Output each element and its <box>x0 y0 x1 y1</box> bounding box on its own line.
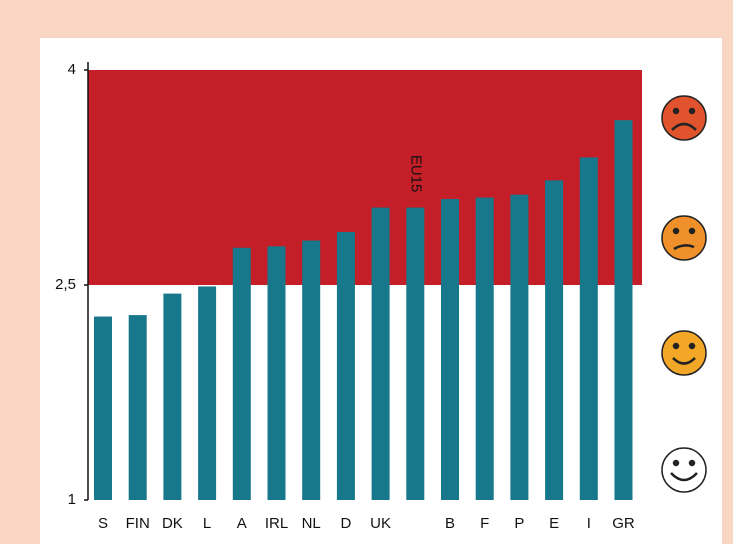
bar <box>441 199 459 500</box>
bar <box>510 194 529 500</box>
x-tick-label: L <box>203 515 211 532</box>
x-tick-label: F <box>480 515 489 532</box>
x-tick-label: B <box>445 515 455 532</box>
bar <box>232 247 251 500</box>
bar <box>94 316 112 500</box>
bar <box>475 197 494 501</box>
x-tick-label: E <box>549 515 559 532</box>
bar <box>371 207 390 500</box>
bar <box>614 120 633 501</box>
bar <box>267 246 286 500</box>
bar <box>545 180 564 500</box>
x-tick-label: UK <box>370 515 391 532</box>
x-tick-label: IRL <box>265 515 288 532</box>
face-unhappy <box>661 215 707 261</box>
x-tick-label: D <box>340 515 351 532</box>
y-tick-label: 4 <box>68 61 76 78</box>
bar <box>128 315 147 500</box>
bar <box>579 157 598 500</box>
faces <box>661 95 707 493</box>
x-tick-label: FIN <box>126 515 150 532</box>
face-happy <box>661 447 707 493</box>
face-content <box>661 330 707 376</box>
bar <box>163 293 182 500</box>
x-tick-label: S <box>98 515 108 532</box>
bar <box>336 231 355 500</box>
x-tick-label: NL <box>302 515 321 532</box>
bar <box>302 240 321 501</box>
face-very-unhappy <box>661 95 707 141</box>
plot: 1 2,5 4 S FIN DK L A IRL NL D UK B F P E I GR EU15 <box>55 61 642 532</box>
x-tick-label: A <box>237 515 247 532</box>
bar <box>198 286 217 500</box>
x-tick-label: P <box>514 515 524 532</box>
bar <box>406 207 425 500</box>
y-tick-label: 2,5 <box>55 276 76 293</box>
y-tick-label: 1 <box>68 491 76 508</box>
x-tick-label: I <box>587 515 591 532</box>
x-tick-label: DK <box>162 515 183 532</box>
x-tick-label: GR <box>612 515 635 532</box>
annotation: EU15 <box>407 155 424 193</box>
